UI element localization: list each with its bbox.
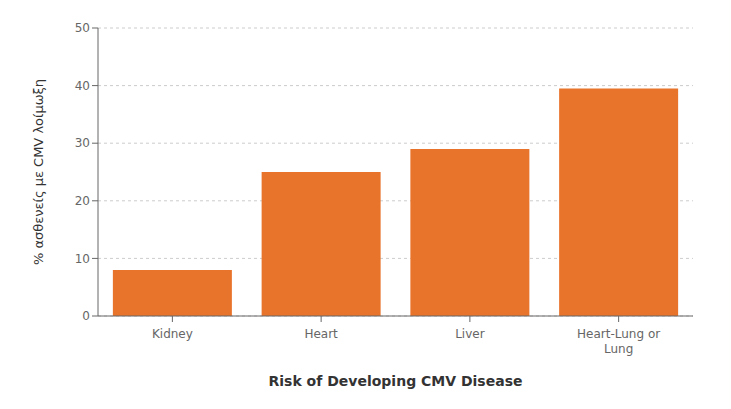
svg-text:Risk of Developing CMV Disease: Risk of Developing CMV Disease <box>269 373 523 389</box>
svg-text:Kidney: Kidney <box>152 327 193 341</box>
svg-text:Heart-Lung orLung: Heart-Lung orLung <box>577 327 660 356</box>
svg-text:30: 30 <box>75 136 90 150</box>
svg-text:40: 40 <box>75 79 90 93</box>
svg-text:Liver: Liver <box>455 327 485 341</box>
svg-text:% ασθενείς με CMV λοίμωξη: % ασθενείς με CMV λοίμωξη <box>31 79 46 265</box>
svg-text:20: 20 <box>75 194 90 208</box>
svg-text:0: 0 <box>82 309 90 323</box>
svg-text:Heart: Heart <box>304 327 338 341</box>
svg-text:50: 50 <box>75 21 90 35</box>
svg-text:10: 10 <box>75 252 90 266</box>
